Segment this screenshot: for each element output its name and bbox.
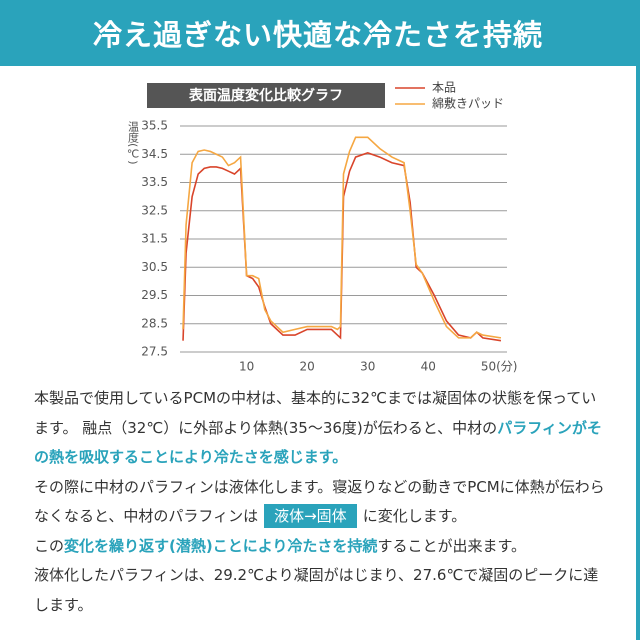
y-axis-label: 温度(℃) xyxy=(127,121,140,165)
plain-text: 本製品で使用しているPCMの中材は、基本的に32℃までは凝固体の状態を保っていま… xyxy=(34,389,597,437)
chart: 表面温度変化比較グラフ 温度(℃) 27.5 28.5 29.5 30.5 31.5 32… xyxy=(127,81,518,374)
x-tick-label: 30 xyxy=(360,360,375,374)
legend-label: 本品 xyxy=(432,81,456,95)
chart-title-box xyxy=(147,83,385,108)
series-line xyxy=(182,151,502,342)
legend-label: 綿敷きパッド xyxy=(432,97,504,111)
plain-text: することが出来ます。 xyxy=(377,536,526,555)
x-tick-label: 10 xyxy=(239,360,254,374)
x-tick-label: 40 xyxy=(421,360,436,374)
chart-title: 表面温度変化比較グラフ xyxy=(188,87,343,104)
y-tick-label: 35.5 xyxy=(141,119,168,133)
header-title: 冷え過ぎない快適な冷たさを持続 xyxy=(0,0,636,66)
y-tick-label: 27.5 xyxy=(141,345,168,359)
paragraph: 液体化したパラフィンは、29.2℃より凝固がはじまり、27.6℃で凝固のピークに… xyxy=(34,561,606,620)
y-tick-label: 32.5 xyxy=(141,203,168,217)
body-text: 本製品で使用しているPCMの中材は、基本的に32℃までは凝固体の状態を保っていま… xyxy=(34,384,606,620)
x-tick-label: 20 xyxy=(300,360,315,374)
y-tick-label: 31.5 xyxy=(141,232,168,246)
y-tick-label: 34.5 xyxy=(141,147,168,161)
paragraph: その際に中材のパラフィンは液体化します。寝返りなどの動きでPCMに体熱が伝わらな… xyxy=(34,473,606,532)
paragraph: この変化を繰り返す(潜熱)ことにより冷たさを持続することが出来ます。 xyxy=(34,532,606,562)
emphasis-text: 変化を繰り返す(潜熱)ことにより冷たさを持続 xyxy=(64,536,378,555)
paragraph: 本製品で使用しているPCMの中材は、基本的に32℃までは凝固体の状態を保っていま… xyxy=(34,384,606,473)
y-tick-label: 29.5 xyxy=(141,288,168,302)
y-tick-label: 33.5 xyxy=(141,175,168,189)
x-tick-label: 50(分) xyxy=(481,360,518,374)
badge-text: 液体→固体 xyxy=(264,504,357,528)
series-line xyxy=(182,136,502,339)
plain-text: に変化します。 xyxy=(362,507,467,525)
plain-text: 液体化したパラフィンは、29.2℃より凝固がはじまり、27.6℃で凝固のピークに… xyxy=(34,566,599,614)
plain-text: その際に中材のパラフィンは液体化します。寝返りなどの動きでPCMに体熱が伝わらな… xyxy=(34,477,605,526)
plain-text: この xyxy=(34,536,65,555)
y-tick-label: 28.5 xyxy=(141,316,168,330)
y-tick-label: 30.5 xyxy=(141,260,168,274)
emphasis-text: パラフィンがその熱を吸収することにより冷たさを感じます。 xyxy=(34,418,602,467)
